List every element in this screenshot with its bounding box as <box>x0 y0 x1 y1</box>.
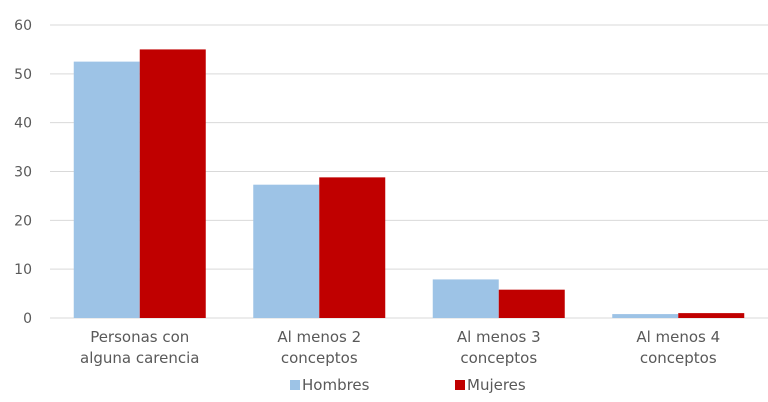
y-tick-label: 10 <box>14 262 32 278</box>
bar-mujeres <box>678 313 745 318</box>
x-tick-label: Personas con <box>90 328 189 346</box>
bar-hombres <box>73 61 140 318</box>
legend-label: Hombres <box>302 376 370 394</box>
y-tick-label: 50 <box>14 67 32 83</box>
bar-mujeres <box>139 49 206 319</box>
x-tick-label: conceptos <box>460 349 537 367</box>
bar-hombres <box>253 184 320 318</box>
legend-swatch-mujeres <box>455 380 465 390</box>
legend-label: Mujeres <box>467 376 526 394</box>
y-tick-label: 20 <box>14 213 32 229</box>
x-tick-label: alguna carencia <box>80 349 199 367</box>
x-tick-label: conceptos <box>281 349 358 367</box>
y-tick-label: 60 <box>14 18 32 34</box>
bar-hombres <box>432 279 499 318</box>
legend-swatch-hombres <box>290 380 300 390</box>
y-tick-label: 40 <box>14 116 32 132</box>
y-tick-label: 0 <box>23 311 32 327</box>
x-tick-label: Al menos 2 <box>277 328 361 346</box>
y-tick-label: 30 <box>14 165 32 181</box>
bar-mujeres <box>319 177 386 318</box>
bar-hombres <box>612 314 679 318</box>
x-tick-label: Al menos 3 <box>457 328 541 346</box>
bar-mujeres <box>498 289 565 318</box>
x-tick-label: conceptos <box>640 349 717 367</box>
x-tick-label: Al menos 4 <box>636 328 720 346</box>
